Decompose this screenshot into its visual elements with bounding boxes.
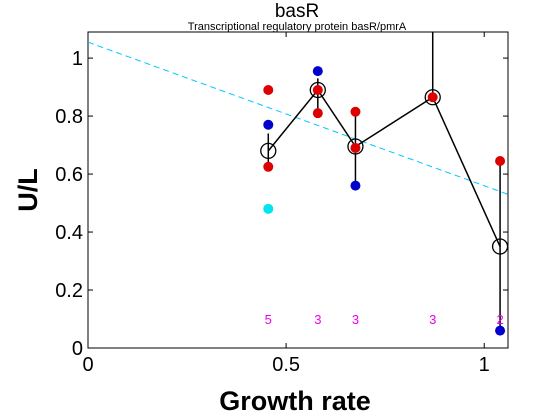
- replicate-point: [263, 84, 274, 95]
- x-tick-label: 1: [479, 354, 490, 376]
- y-axis-label: U/L: [13, 168, 43, 212]
- x-axis-label: Growth rate: [219, 386, 371, 416]
- replicate-point: [312, 108, 323, 119]
- mean-point: [309, 81, 326, 99]
- replicate-point: [350, 180, 361, 191]
- trend-line: [88, 41, 508, 195]
- mean-point: [424, 89, 441, 106]
- replicate-point: [312, 84, 323, 95]
- y-tick-label: 0.2: [55, 280, 83, 302]
- plot-area: [87, 31, 509, 349]
- replicate-point: [427, 92, 438, 103]
- count-label: 5: [265, 312, 272, 327]
- mean-point: [491, 238, 509, 255]
- trend-layer: [88, 41, 508, 195]
- replicate-point: [263, 203, 274, 214]
- replicate-point: [495, 156, 506, 167]
- x-axis-ticks: 0 0.5 1: [82, 32, 490, 376]
- chart-title: basR: [275, 1, 319, 22]
- y-tick-label: 0.6: [55, 164, 83, 186]
- replicate-point: [350, 106, 361, 117]
- count-label-layer: 5 3 3 3 2: [265, 312, 504, 327]
- y-tick-label: 0: [72, 338, 83, 360]
- replicate-point: [312, 66, 323, 77]
- replicate-point: [350, 142, 361, 153]
- count-label: 2: [496, 312, 503, 327]
- chart-subtitle: Transcriptional regulatory protein basR/…: [188, 21, 407, 33]
- count-label: 3: [429, 312, 436, 327]
- replicate-point: [263, 161, 274, 172]
- replicate-point: [495, 325, 506, 336]
- y-axis-ticks: 0 0.2 0.4 0.6 0.8 1: [55, 48, 508, 360]
- y-tick-label: 0.8: [55, 106, 83, 128]
- count-label: 3: [352, 312, 359, 327]
- mean-point: [347, 138, 364, 155]
- x-tick-label: 0: [82, 354, 93, 376]
- count-label: 3: [314, 312, 321, 327]
- replicate-point: [263, 119, 274, 130]
- y-tick-label: 1: [72, 48, 83, 70]
- replicate-layer: [263, 66, 506, 336]
- y-tick-label: 0.4: [55, 222, 83, 244]
- mean-marker-layer: [260, 81, 509, 255]
- x-tick-label: 0.5: [272, 354, 300, 376]
- mean-point: [260, 142, 277, 160]
